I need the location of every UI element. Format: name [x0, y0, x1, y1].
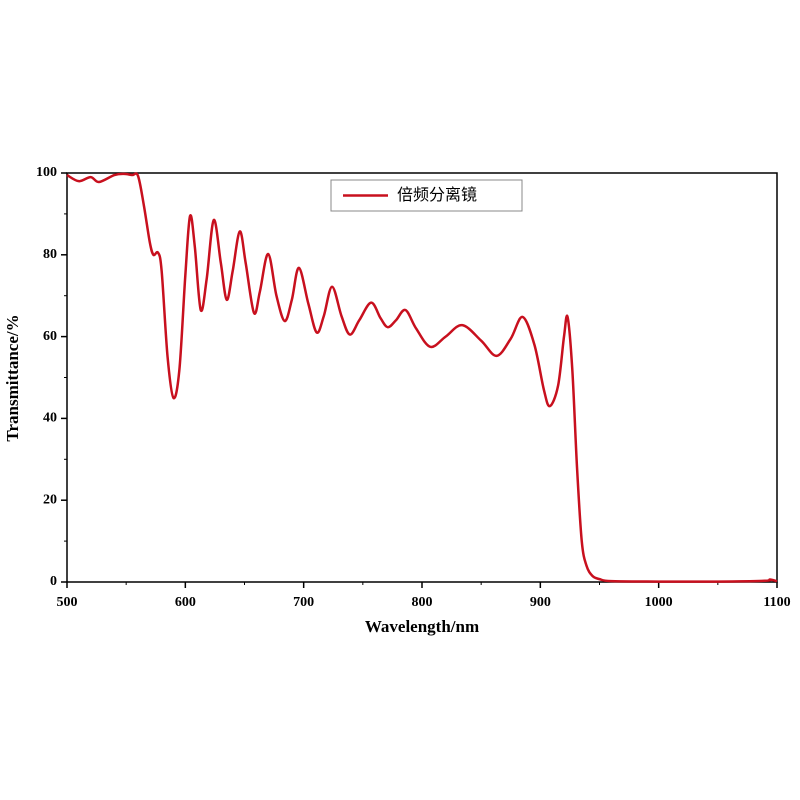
y-tick-label: 0 — [50, 574, 57, 589]
x-tick-label: 1000 — [645, 595, 673, 610]
x-tick-label: 900 — [530, 595, 551, 610]
y-tick-label: 60 — [43, 329, 57, 344]
y-tick-label: 100 — [36, 165, 57, 180]
data-line — [66, 172, 778, 583]
plot-frame — [66, 172, 778, 583]
x-tick-label: 500 — [57, 595, 78, 610]
y-tick-label: 20 — [43, 492, 57, 507]
y-tick-label: 40 — [43, 411, 57, 426]
x-tick-label: 1100 — [763, 595, 790, 610]
x-tick-label: 800 — [412, 595, 433, 610]
y-axis-label: Transmittance/% — [3, 314, 22, 441]
x-tick-label: 600 — [175, 595, 196, 610]
x-axis-label: Wavelength/nm — [365, 617, 479, 636]
legend: 倍频分离镜 — [330, 179, 523, 212]
y-tick-label: 80 — [43, 247, 57, 262]
legend-label: 倍频分离镜 — [397, 185, 477, 204]
x-tick-label: 700 — [293, 595, 314, 610]
